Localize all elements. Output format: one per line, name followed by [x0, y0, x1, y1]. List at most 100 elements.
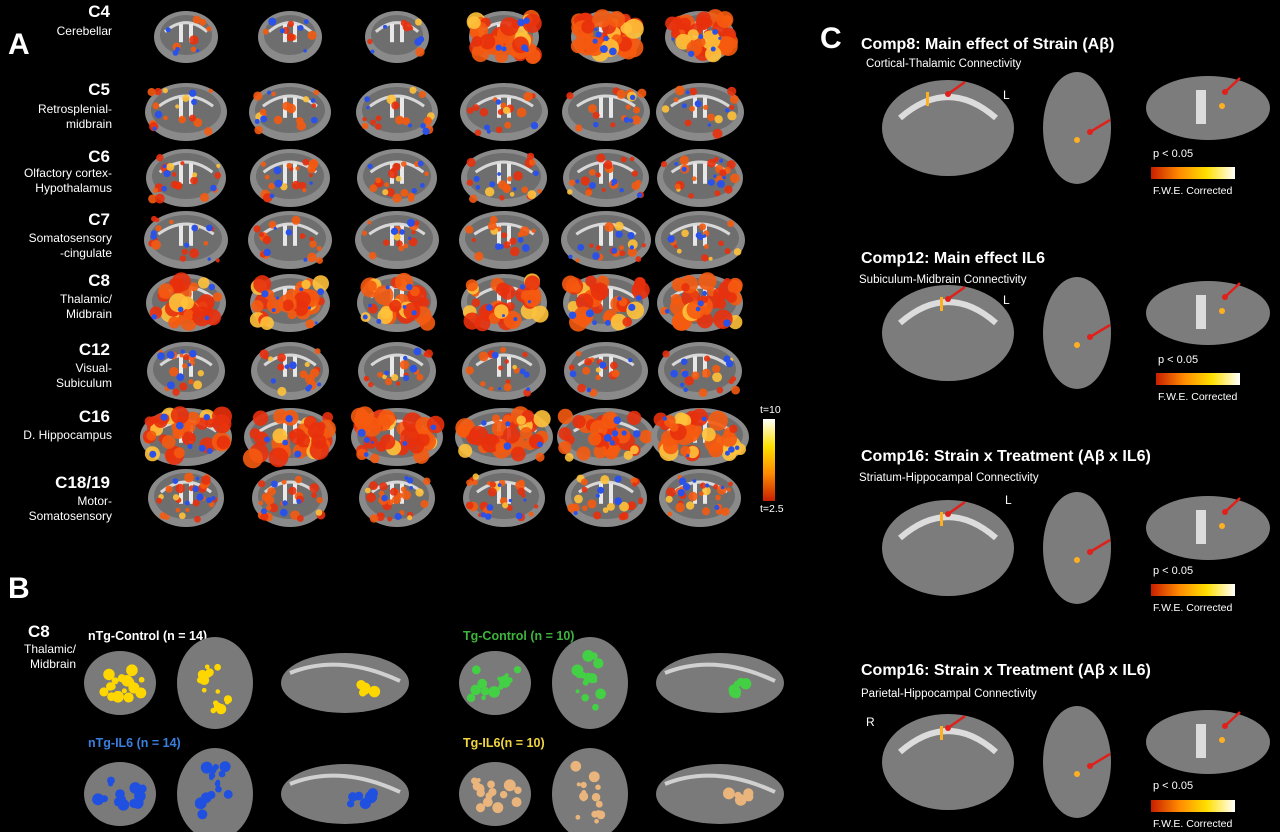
activation-blob	[402, 22, 412, 32]
activation-blob	[703, 355, 711, 362]
deactivation-blob	[515, 512, 523, 520]
activation-blob	[687, 29, 699, 41]
activation-blob	[218, 770, 226, 778]
deactivation-blob	[698, 34, 704, 40]
ventricle	[189, 483, 193, 504]
deactivation-blob	[686, 453, 690, 458]
row-desc: D. Hippocampus	[23, 428, 112, 442]
activation-blob	[146, 430, 157, 441]
activation-blob	[516, 415, 526, 425]
activation-blob	[728, 481, 733, 487]
deactivation-blob	[508, 498, 513, 503]
activation-blob	[595, 800, 603, 808]
activation-blob	[415, 488, 424, 497]
p-value-label: p < 0.05	[1153, 565, 1194, 577]
activation-blob	[309, 236, 314, 242]
group-label-ntg-control: nTg-Control (n = 14)	[88, 629, 208, 643]
brain-slice	[466, 9, 542, 65]
activation-blob	[509, 237, 517, 245]
activation-blob	[364, 487, 371, 494]
activation-blob	[588, 104, 597, 114]
white-matter	[159, 480, 213, 494]
activation-blob	[154, 217, 160, 223]
deactivation-blob	[519, 368, 526, 375]
activation-blob	[729, 173, 740, 184]
deactivation-blob	[408, 236, 412, 240]
row-code: C7	[88, 210, 110, 229]
deactivation-blob	[279, 508, 288, 517]
activation-blob	[271, 91, 276, 97]
deactivation-blob	[166, 351, 175, 359]
arrow-head	[1222, 294, 1228, 300]
activation-blob	[698, 272, 717, 291]
ventricle	[283, 483, 287, 504]
deactivation-blob	[273, 226, 277, 230]
row-desc: Somatosensory -cingulate	[28, 231, 112, 260]
slice-cortex	[362, 87, 432, 133]
activation-blob	[471, 298, 481, 308]
group-map	[459, 748, 784, 832]
deactivation-blob	[364, 437, 370, 444]
activation-blob	[168, 316, 181, 329]
brain-slice	[251, 342, 329, 400]
activation-blob	[511, 797, 522, 808]
ventricle	[609, 483, 613, 504]
activation-blob	[631, 115, 641, 125]
activation-blob	[593, 658, 604, 669]
deactivation-blob	[609, 47, 617, 56]
activation-blob	[491, 414, 501, 423]
activation-blob	[498, 365, 504, 371]
activation-blob	[503, 383, 512, 392]
activation-blob	[269, 503, 279, 513]
deactivation-blob	[592, 38, 598, 44]
brain-slice	[461, 273, 549, 332]
activation-blob	[721, 431, 737, 448]
activation-blob	[726, 292, 737, 303]
brain-slice	[564, 342, 648, 400]
deactivation-blob	[677, 489, 686, 497]
activation-blob	[723, 787, 735, 800]
pointer-arrow	[947, 285, 966, 301]
ventricle	[179, 225, 183, 246]
deactivation-blob	[617, 296, 622, 301]
deactivation-blob	[695, 306, 701, 312]
activation-blob	[208, 772, 216, 779]
activation-blob	[619, 501, 629, 512]
activation-blob	[154, 193, 165, 204]
coronal-view	[459, 651, 531, 715]
deactivation-blob	[577, 244, 585, 251]
brain-slice	[561, 274, 650, 332]
activation-blob	[727, 279, 743, 295]
deactivation-blob	[609, 440, 616, 446]
activation-blob	[698, 388, 708, 398]
deactivation-blob	[370, 49, 375, 54]
activation-blob	[419, 315, 436, 331]
deactivation-blob	[585, 309, 594, 318]
activation-blob	[282, 299, 294, 312]
activation-blob	[407, 515, 413, 521]
activation-blob	[712, 372, 723, 383]
activation-blob	[281, 479, 287, 485]
activation-blob	[210, 707, 217, 714]
activation-blob	[92, 793, 105, 806]
deactivation-blob	[189, 349, 197, 358]
activation-blob	[673, 244, 678, 249]
ventricle	[609, 225, 613, 246]
deactivation-blob	[273, 166, 282, 175]
coronal-view	[84, 651, 156, 715]
activation-blob	[277, 353, 286, 362]
activation-blob	[497, 108, 504, 116]
activation-blob	[172, 427, 184, 440]
brain-slice	[147, 342, 225, 400]
activation-blob	[619, 250, 626, 257]
activation-blob	[223, 789, 233, 799]
activation-blob	[111, 677, 119, 685]
activation-blob	[681, 229, 689, 238]
deactivation-blob	[688, 50, 695, 57]
activation-blob	[701, 254, 709, 262]
activation-blob	[487, 221, 497, 231]
activation-blob	[595, 172, 601, 178]
brain-slice	[455, 406, 553, 466]
activation-blob	[183, 354, 190, 361]
arrow-head	[1087, 549, 1093, 555]
